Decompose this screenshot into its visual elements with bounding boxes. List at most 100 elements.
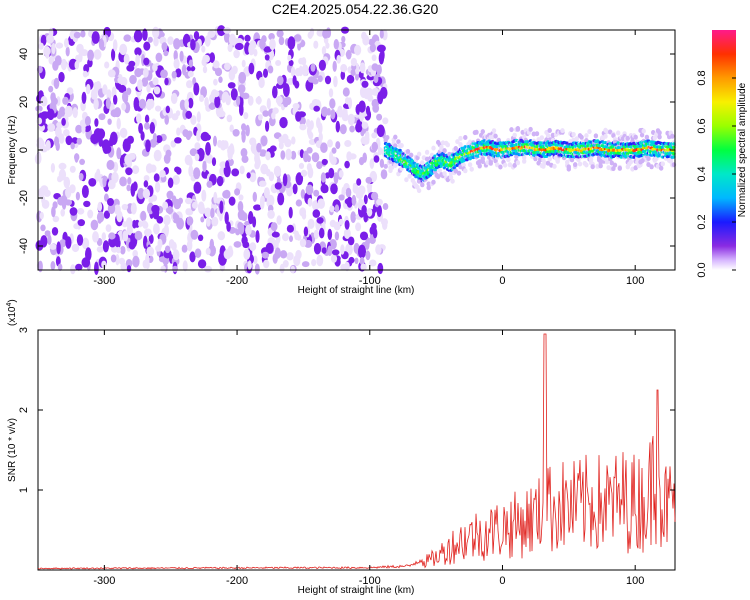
spectrogram-noise-cell — [242, 241, 250, 249]
spectrogram-noise-cell — [152, 63, 158, 72]
spectrogram-noise-cell — [142, 28, 148, 41]
spectrogram-halo-cell — [480, 129, 485, 135]
spectrogram-noise-cell — [225, 160, 230, 170]
spectrogram-noise-cell — [143, 41, 151, 51]
spectrogram-noise-cell — [382, 117, 389, 125]
spectrogram-noise-cell — [341, 35, 346, 43]
spectrogram-noise-cell — [247, 260, 252, 270]
spectrogram-noise-cell — [255, 96, 262, 105]
spectrogram-noise-cell — [153, 36, 159, 47]
spectrogram-noise-cell — [335, 141, 341, 150]
spectrogram-noise-cell — [81, 185, 89, 198]
spectrogram-halo-cell — [407, 173, 412, 179]
spectrogram-noise-cell — [73, 31, 81, 39]
spectrogram-noise-cell — [263, 187, 270, 199]
spectrogram-noise-cell — [36, 152, 42, 164]
spectrogram-noise-cell — [66, 87, 74, 95]
spectrogram-noise-cell — [233, 241, 242, 248]
spectrogram-noise-cell — [295, 172, 304, 186]
snr-frame — [37, 329, 676, 571]
spectrogram-noise-cell — [153, 173, 160, 182]
spectrogram-noise-cell — [329, 98, 336, 109]
spectrogram-noise-cell — [40, 111, 50, 119]
spectrogram-noise-cell — [140, 131, 145, 141]
spectrogram-halo-cell — [396, 139, 401, 145]
spectrogram-halo-cell — [385, 135, 390, 140]
spectrogram-noise-cell — [302, 150, 309, 163]
spectrogram-noise-cell — [369, 43, 376, 53]
spectrogram-noise-cell — [211, 216, 219, 227]
x-tick-label: 100 — [626, 275, 644, 287]
spectrogram-noise-cell — [299, 207, 307, 217]
spectrogram-halo-cell — [616, 130, 621, 136]
spectrogram-noise-cell — [295, 199, 303, 207]
spectrogram-noise-cell — [267, 65, 274, 74]
spectrogram-noise-cell — [344, 220, 350, 230]
spectrogram-noise-cell — [194, 142, 201, 150]
spectrogram-noise-cell — [329, 205, 335, 213]
spectrogram-noise-cell — [142, 188, 151, 199]
spectrogram-halo-cell — [539, 135, 544, 141]
spectrogram-noise-cell — [214, 67, 223, 77]
spectrogram-noise-cell — [217, 139, 223, 148]
spectrogram-noise-cell — [155, 135, 163, 144]
spectrogram-noise-cell — [62, 96, 69, 105]
spectrogram-halo-cell — [442, 148, 447, 154]
spectrogram-noise-cell — [248, 211, 254, 225]
spectrogram-halo-cell — [611, 133, 616, 139]
spectrogram-noise-cell — [155, 52, 163, 63]
spectrogram-noise-cell — [338, 170, 344, 178]
spectrogram-halo-cell — [439, 144, 444, 150]
spectrogram-noise-cell — [228, 33, 236, 46]
spectrogram-noise-cell — [288, 206, 293, 219]
spectrogram-noise-cell — [333, 75, 338, 88]
spectrogram-noise-cell — [279, 117, 288, 129]
spectrogram-halo-cell — [565, 159, 570, 165]
spectrogram-noise-cell — [340, 70, 346, 81]
spectrogram-noise-cell — [233, 49, 240, 59]
spectrogram-noise-cell — [116, 246, 121, 254]
spectrogram-noise-cell — [152, 207, 160, 220]
spectrogram-noise-cell — [93, 98, 99, 110]
spectrogram-noise-cell — [329, 219, 337, 228]
spectrogram-noise-cell — [205, 142, 211, 156]
spectrogram-halo-cell — [625, 135, 630, 141]
spectrogram-noise-cell — [77, 219, 86, 227]
spectrogram-noise-cell — [359, 231, 369, 241]
spectrogram-noise-cell — [70, 142, 75, 150]
spectrogram-noise-cell — [119, 43, 128, 56]
spectrogram-noise-cell — [185, 110, 192, 119]
spectrogram-noise-cell — [189, 148, 198, 157]
spectrogram-noise-cell — [185, 131, 192, 141]
colorbar-tick-label: 0.8 — [696, 70, 708, 85]
spectrogram-halo-cell — [571, 132, 576, 137]
spectrogram-noise-cell — [318, 227, 325, 239]
spectrogram-noise-cell — [355, 222, 362, 232]
spectrogram-noise-cell — [320, 172, 326, 183]
spectrogram-noise-cell — [85, 83, 91, 95]
spectrogram-halo-cell — [424, 149, 430, 155]
spectrogram-noise-cell — [40, 235, 48, 248]
spectrogram-noise-cell — [360, 263, 367, 271]
spectrogram-noise-cell — [227, 43, 233, 53]
spectrogram-halo-cell — [617, 165, 622, 171]
spectrogram-noise-cell — [213, 78, 218, 86]
spectrogram-noise-cell — [248, 43, 255, 56]
spectrogram-noise-cell — [152, 133, 158, 145]
spectrogram-noise-cell — [144, 122, 150, 130]
spectrogram-halo-cell — [420, 160, 425, 166]
spectrogram-noise-cell — [112, 39, 118, 52]
spectrogram-halo-cell — [507, 162, 513, 168]
spectrogram-halo-cell — [657, 134, 662, 140]
spectrogram-noise-cell — [60, 58, 67, 71]
spectrogram-noise-cell — [188, 165, 194, 177]
spectrogram-noise-cell — [310, 63, 316, 72]
spectrogram-noise-cell — [144, 228, 152, 237]
spectrogram-halo-cell — [493, 133, 498, 139]
spectrogram-halo-cell — [584, 133, 589, 139]
spectrogram-noise-cell — [243, 112, 249, 120]
spectrogram-noise-cell — [61, 117, 66, 126]
spectrogram-noise-cell — [375, 244, 382, 255]
spectrogram-noise-cell — [253, 48, 258, 57]
spectrogram-noise-cell — [40, 185, 49, 193]
